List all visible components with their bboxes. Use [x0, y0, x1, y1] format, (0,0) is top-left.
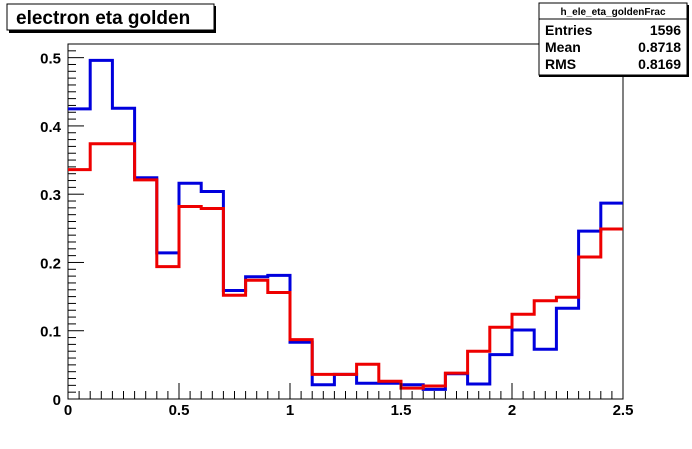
x-tick-label: 1	[286, 402, 294, 419]
x-tick-label: 2.5	[613, 402, 634, 419]
series-1	[68, 142, 623, 390]
stats-entries-label: Entries	[545, 22, 593, 38]
y-tick-label: 0.4	[40, 119, 62, 136]
y-tick-label: 0.1	[40, 324, 61, 341]
stats-box: h_ele_eta_goldenFrac Entries 1596 Mean 0…	[538, 2, 689, 77]
x-tick-label: 0.5	[169, 402, 190, 419]
plot-frame	[67, 43, 624, 400]
stats-mean-value: 0.8718	[638, 39, 681, 55]
stats-entries-value: 1596	[650, 22, 681, 38]
series-line-1	[68, 142, 623, 390]
stats-rms-value: 0.8169	[638, 56, 681, 72]
stats-rms-label: RMS	[545, 56, 576, 72]
stats-shadow-bottom	[539, 75, 689, 77]
title-frame	[6, 3, 215, 31]
stats-mean-label: Mean	[545, 39, 581, 55]
y-tick-label: 0.2	[40, 255, 61, 272]
y-tick-label: 0.3	[40, 187, 61, 204]
title-shadow-bottom	[9, 30, 215, 33]
stats-histogram-name: h_ele_eta_goldenFrac	[560, 7, 665, 18]
title-box: electron eta golden	[6, 3, 216, 33]
series-layer	[68, 58, 623, 391]
y-tick-label: 0	[53, 392, 61, 409]
x-tick-label: 0	[64, 402, 72, 419]
x-tick-label: 1.5	[391, 402, 412, 419]
stats-shadow-right	[687, 5, 689, 77]
x-tick-label: 2	[508, 402, 516, 419]
axis-layer: 0 0.5 1 1.5 2 2.5 0 0.1 0.2 0.3 0.4 0.5	[40, 43, 634, 419]
y-tick-label: 0.5	[40, 51, 61, 68]
chart-title: electron eta golden	[16, 8, 190, 29]
